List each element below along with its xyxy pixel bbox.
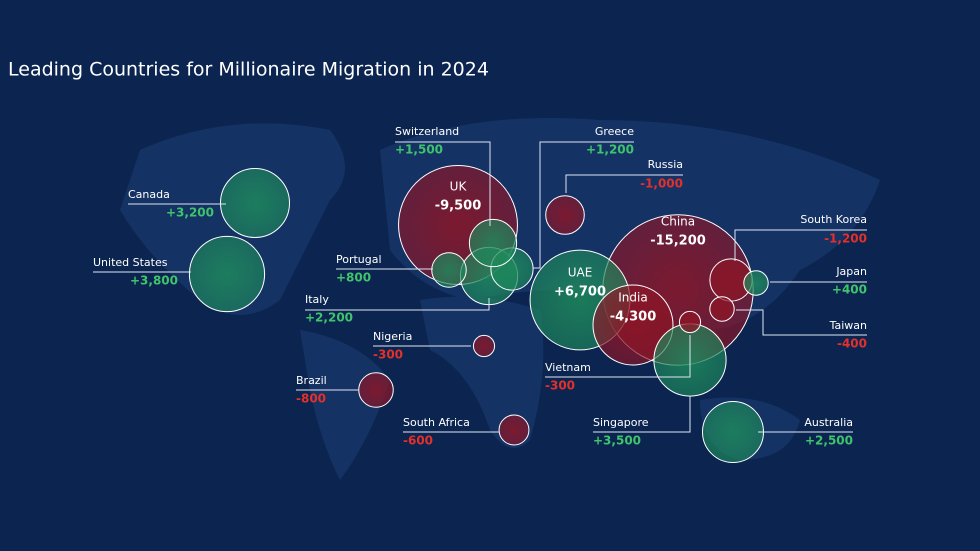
bubble	[431, 252, 467, 288]
value-label: +6,700	[554, 285, 606, 300]
value-label: -1,200	[824, 232, 867, 246]
leader-line	[395, 141, 491, 226]
bubble	[743, 270, 769, 296]
value-label: -4,300	[610, 310, 657, 325]
country-label: Brazil	[296, 374, 327, 387]
value-label: -9,500	[435, 199, 482, 214]
value-label: -600	[403, 434, 433, 448]
bubble	[702, 401, 764, 463]
bubble	[545, 195, 585, 235]
value-label: -800	[296, 392, 326, 406]
bubble	[678, 310, 702, 334]
value-label: -1,000	[640, 177, 683, 191]
value-label: +2,200	[305, 311, 353, 325]
leader-line	[593, 396, 691, 433]
value-label: +3,500	[593, 434, 641, 448]
country-label: South Africa	[403, 416, 470, 429]
value-label: +1,500	[395, 143, 443, 157]
leader-line	[565, 174, 683, 193]
country-label: Singapore	[593, 416, 649, 429]
leader-line	[736, 309, 867, 336]
value-label: +3,800	[130, 274, 178, 288]
country-label: Portugal	[336, 253, 382, 266]
leader-line	[545, 335, 691, 378]
country-label: China	[661, 215, 695, 229]
country-label: Russia	[648, 158, 683, 171]
bubbles	[188, 165, 769, 463]
country-label: United States	[93, 256, 168, 269]
country-label: Canada	[128, 188, 170, 201]
bubble	[468, 218, 518, 268]
labels: Canada +3,200 United States +3,800 UK -9,500 S…	[93, 125, 867, 448]
bubble	[472, 334, 496, 358]
chart-title: Leading Countries for Millionaire Migrat…	[8, 59, 489, 81]
country-label: Taiwan	[829, 319, 867, 332]
country-label: Vietnam	[545, 361, 591, 374]
value-label: -300	[545, 379, 575, 393]
value-label: +400	[832, 283, 867, 297]
country-label: Nigeria	[373, 330, 412, 343]
bubble	[188, 235, 266, 313]
bubble	[358, 372, 394, 408]
value-label: +800	[336, 271, 371, 285]
country-label: Switzerland	[395, 125, 459, 138]
leader-line	[305, 298, 490, 311]
country-label: India	[618, 291, 647, 305]
leader-line	[533, 141, 634, 269]
value-label: +1,200	[586, 143, 634, 157]
value-label: -400	[837, 337, 867, 351]
country-label: UAE	[568, 266, 593, 280]
country-label: South Korea	[800, 213, 867, 226]
bubble	[219, 167, 291, 239]
country-label: Australia	[804, 416, 853, 429]
bubble	[709, 296, 735, 322]
country-label: UK	[450, 180, 468, 194]
bubble	[498, 414, 530, 446]
country-label: Japan	[835, 265, 867, 278]
value-label: -300	[373, 348, 403, 362]
value-label: +2,500	[805, 434, 853, 448]
value-label: -15,200	[650, 234, 706, 249]
country-label: Greece	[595, 125, 634, 138]
country-label: Italy	[305, 293, 329, 306]
value-label: +3,200	[166, 206, 214, 220]
bubble	[592, 284, 674, 366]
leader-line	[734, 229, 867, 261]
